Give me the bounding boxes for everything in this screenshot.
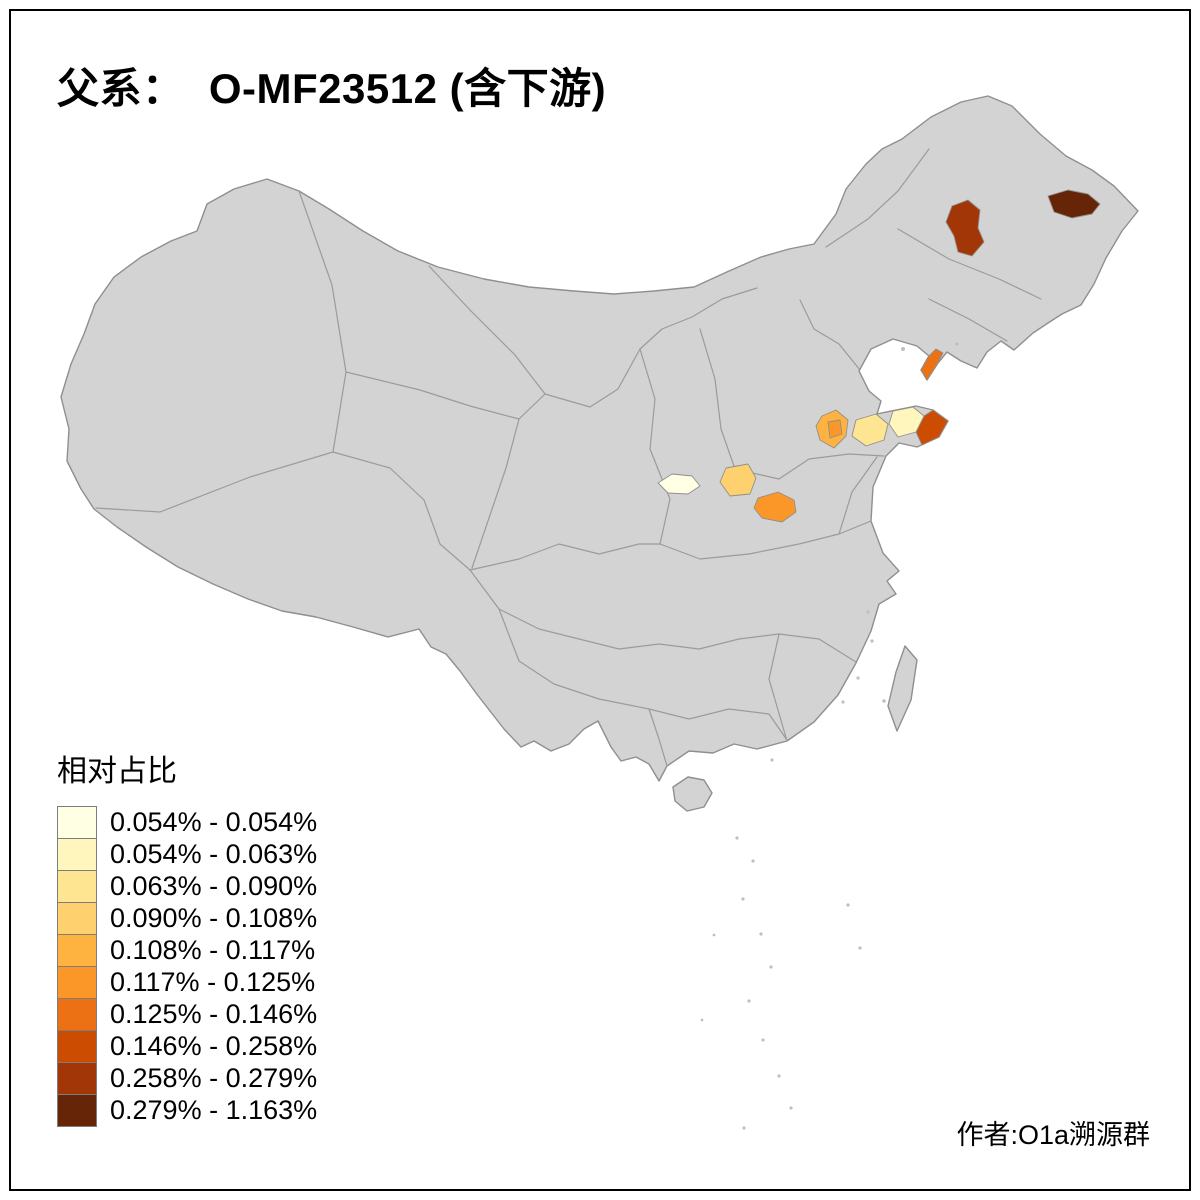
legend-item: 0.108% - 0.117% — [57, 934, 317, 967]
legend-swatch — [57, 870, 97, 903]
legend-label: 0.090% - 0.108% — [110, 903, 318, 933]
choropleth-region — [753, 491, 797, 523]
legend-label: 0.063% - 0.090% — [110, 871, 318, 901]
legend-label: 0.117% - 0.125% — [110, 967, 316, 997]
province-borders — [95, 148, 1042, 767]
china-mainland-shape — [60, 95, 1139, 782]
legend-item: 0.146% - 0.258% — [57, 1030, 317, 1063]
legend-item: 0.258% - 0.279% — [57, 1062, 317, 1095]
legend-label: 0.125% - 0.146% — [110, 999, 318, 1029]
author-credit: 作者:O1a溯源群 — [956, 1120, 1150, 1150]
legend-label: 0.258% - 0.279% — [110, 1063, 318, 1093]
legend: 相对占比 0.054% - 0.054% 0.054% - 0.063% 0.0… — [57, 746, 317, 1127]
choropleth-region — [657, 473, 701, 495]
choropleth-region — [1047, 189, 1101, 219]
choropleth-region — [920, 348, 944, 381]
choropleth-region — [945, 199, 985, 257]
choropleth-region — [888, 406, 925, 438]
legend-label: 0.054% - 0.054% — [110, 807, 318, 837]
legend-item: 0.054% - 0.063% — [57, 838, 317, 871]
legend-item: 0.117% - 0.125% — [57, 966, 317, 999]
legend-swatch — [57, 902, 97, 935]
legend-label: 0.054% - 0.063% — [110, 839, 318, 869]
legend-swatch — [57, 966, 97, 999]
legend-swatch — [57, 998, 97, 1031]
legend-label: 0.279% - 1.163% — [110, 1095, 318, 1125]
legend-label: 0.146% - 0.258% — [110, 1031, 318, 1061]
legend-item: 0.125% - 0.146% — [57, 998, 317, 1031]
legend-swatch — [57, 1062, 97, 1095]
small-islands — [700, 342, 959, 1130]
taiwan-island-shape — [887, 645, 918, 732]
legend-item: 0.054% - 0.054% — [57, 806, 317, 839]
choropleth-region — [851, 413, 889, 447]
choropleth-region — [827, 419, 843, 439]
legend-item: 0.279% - 1.163% — [57, 1094, 317, 1127]
page-title: 父系： O-MF23512 (含下游) — [57, 65, 607, 112]
choropleth-regions — [657, 189, 1101, 523]
legend-swatch — [57, 1094, 97, 1127]
legend-swatch — [57, 934, 97, 967]
legend-label: 0.108% - 0.117% — [110, 935, 316, 965]
legend-swatch — [57, 1030, 97, 1063]
legend-item: 0.090% - 0.108% — [57, 902, 317, 935]
legend-item: 0.063% - 0.090% — [57, 870, 317, 903]
hainan-island-shape — [672, 776, 713, 812]
legend-swatch — [57, 806, 97, 839]
legend-swatch — [57, 838, 97, 871]
choropleth-region — [719, 463, 757, 497]
legend-title: 相对占比 — [57, 755, 177, 788]
